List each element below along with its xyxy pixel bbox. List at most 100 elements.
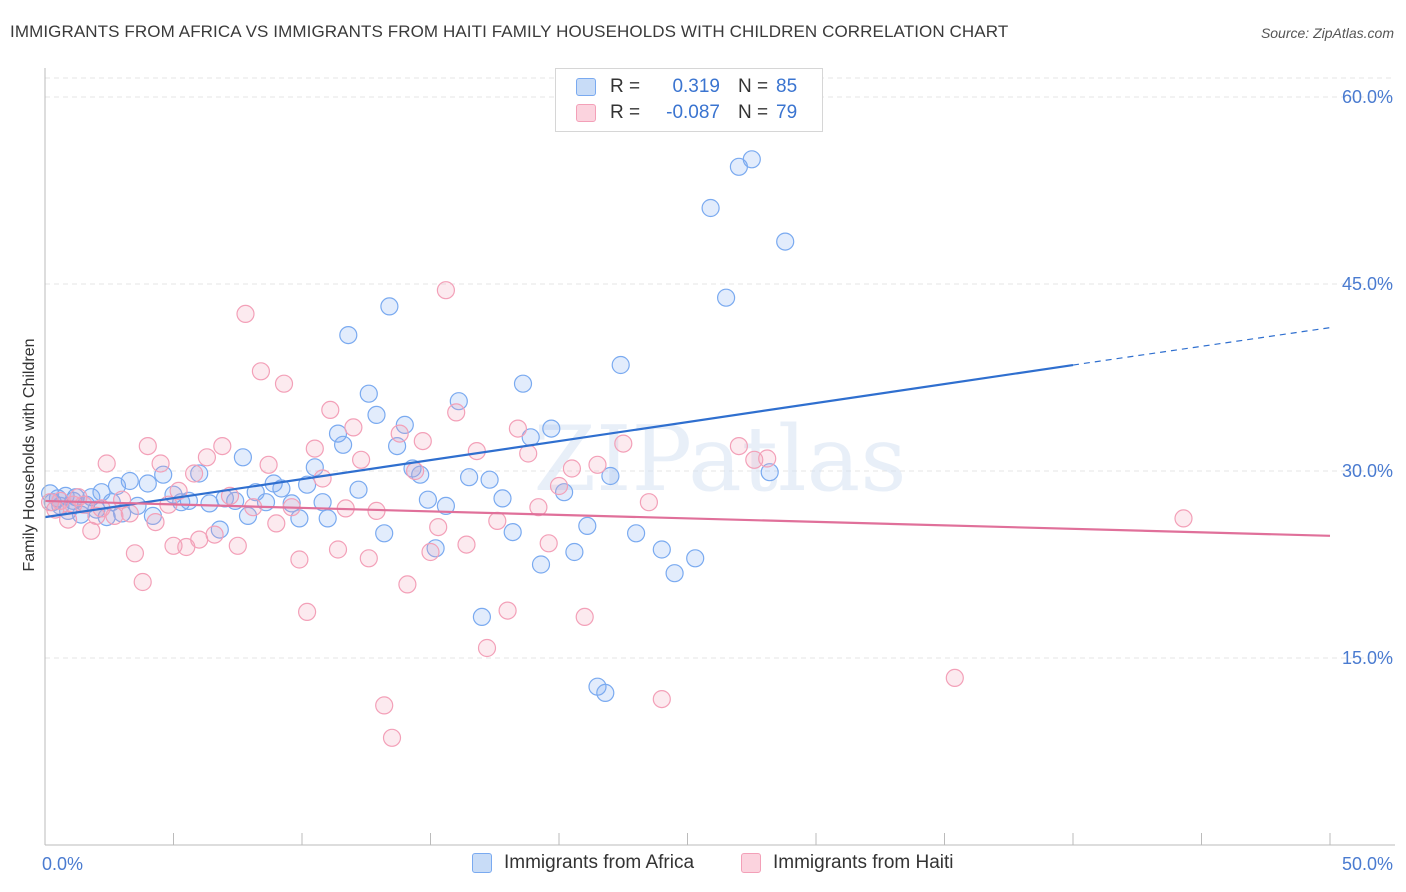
point-haiti [205,525,224,544]
legend-box: R = 0.319 N = 85 R = -0.087 N = 79 [555,68,823,132]
point-haiti [105,506,124,526]
point-haiti [344,418,363,437]
point-africa [480,470,499,489]
y-tick-label: 15.0% [1342,648,1393,668]
series-haiti-points [40,281,1193,747]
point-haiti [539,534,558,553]
point-haiti [529,498,548,517]
point-haiti [436,281,455,300]
bottom-legend-haiti: Immigrants from Haiti [741,852,954,874]
legend-n-value: 79 [776,102,798,123]
point-haiti [575,607,594,627]
point-haiti [220,486,240,505]
x-tick-label: 50.0% [1342,854,1393,874]
trend-line-haiti [44,499,1331,537]
point-africa [375,524,394,543]
point-haiti [406,461,425,481]
point-haiti [467,442,486,461]
point-haiti [321,400,340,419]
point-haiti [298,602,317,622]
trend-line-africa-extension [1072,327,1331,366]
point-africa [542,419,561,438]
point-haiti [313,469,332,488]
point-haiti [97,454,116,473]
point-haiti [758,449,777,468]
series-africa-points [40,105,805,703]
legend-r-value: 0.319 [672,76,720,97]
point-haiti [290,550,309,569]
point-haiti [1174,509,1193,528]
point-africa [665,564,684,583]
point-haiti [588,455,607,474]
trend-line-africa [44,363,1074,519]
point-africa [298,475,317,494]
point-haiti [508,419,528,438]
legend-n-value: 85 [776,76,798,97]
point-africa [513,374,533,393]
point-africa [701,198,720,218]
legend-r-value: -0.087 [666,102,720,123]
point-haiti [305,439,324,458]
x-tick-label: 0.0% [42,854,83,874]
bottom-legend-swatch-africa [472,853,492,873]
point-africa [349,480,368,499]
point-africa [328,424,348,443]
point-africa [334,435,353,454]
point-africa [686,549,705,568]
bottom-legend-label-haiti: Immigrants from Haiti [773,852,954,873]
point-africa [578,516,597,536]
point-haiti [745,450,764,469]
point-africa [313,493,332,512]
point-haiti [120,504,139,523]
watermark: ZIPatlas [533,407,906,512]
point-haiti [236,304,255,323]
bottom-legend-swatch-haiti [741,853,761,873]
point-haiti [457,535,476,554]
point-haiti [125,544,144,563]
point-africa [716,288,736,307]
axes [44,68,1395,846]
point-haiti [447,403,466,422]
point-haiti [945,668,964,688]
point-africa [776,232,795,251]
point-haiti [274,374,294,393]
point-africa [339,326,358,345]
point-africa [154,465,173,484]
point-haiti [228,536,247,555]
point-haiti [398,575,417,594]
point-africa [503,522,522,542]
point-africa [138,474,157,493]
point-africa [190,464,209,483]
point-haiti [375,696,394,715]
point-haiti [390,424,409,443]
point-haiti [413,432,432,451]
point-africa [742,150,761,169]
point-haiti [549,476,569,496]
point-haiti [488,511,507,531]
point-africa [626,524,646,543]
point-africa [652,540,671,559]
point-haiti [146,512,165,532]
point-haiti [429,517,448,537]
point-haiti [562,459,582,478]
point-haiti [328,540,348,559]
legend-r-label: R = [610,76,641,97]
point-africa [436,496,455,515]
y-tick-label: 30.0% [1342,461,1393,481]
chart-title: IMMIGRANTS FROM AFRICA VS IMMIGRANTS FRO… [10,22,1009,41]
point-haiti [421,542,440,562]
point-haiti [213,437,232,456]
bottom-legend-africa: Immigrants from Africa [472,852,694,874]
point-africa [449,392,468,411]
point-haiti [498,601,517,620]
point-africa [395,415,414,434]
tick-labels: 15.0% 30.0% 45.0% 60.0% 0.0% 50.0% [42,87,1393,874]
y-tick-label: 45.0% [1342,274,1393,294]
point-africa [233,448,252,467]
point-haiti [352,450,371,469]
point-africa [210,520,229,539]
legend-row-africa: R = 0.319 N = 85 [576,74,797,100]
point-haiti [151,454,170,473]
point-haiti [477,638,497,658]
